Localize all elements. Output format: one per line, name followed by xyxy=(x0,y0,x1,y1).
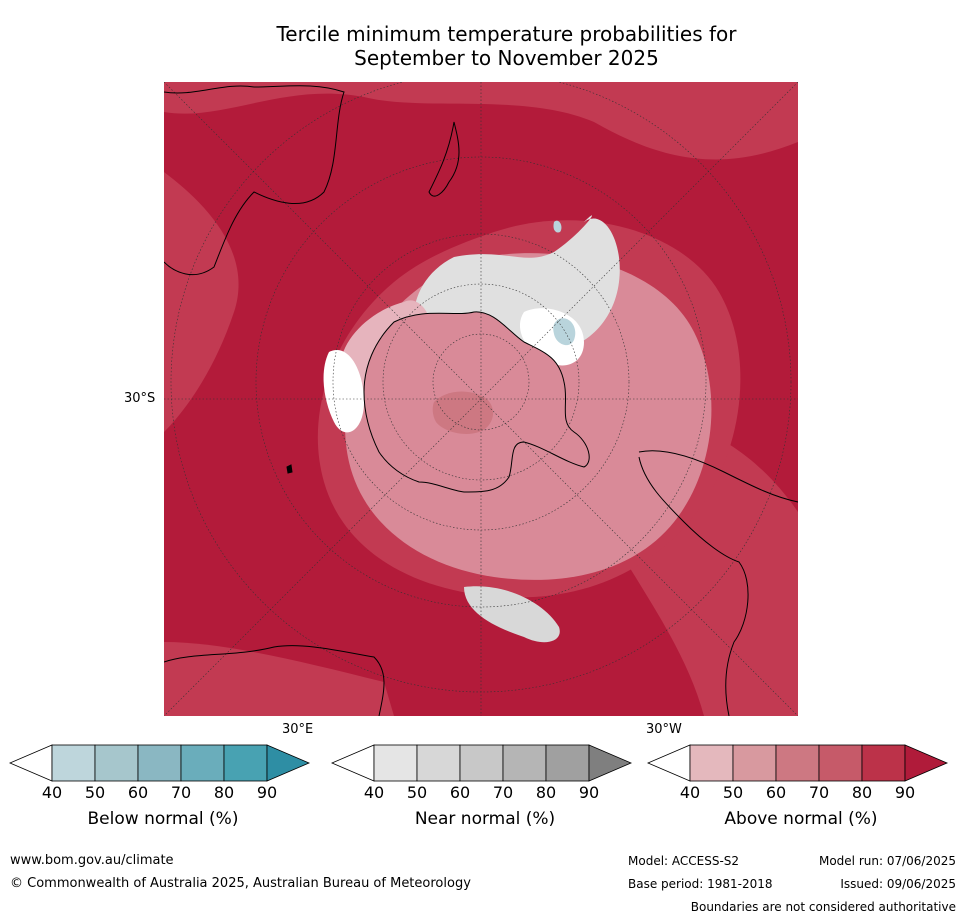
swatch-near-5 xyxy=(545,744,590,782)
swatch-below-3 xyxy=(137,744,182,782)
below-normal-patch xyxy=(553,318,576,346)
africa-coast xyxy=(163,645,385,717)
swatch-below-2 xyxy=(94,744,139,782)
colorbar-above-normal: 40 50 60 70 80 90 Above normal (%) xyxy=(646,743,956,833)
colorbar-near-normal-swatches xyxy=(330,744,633,782)
tick-above-90: 90 xyxy=(894,783,916,802)
map-title: Tercile minimum temperature probabilitie… xyxy=(164,22,849,70)
swatch-near-6 xyxy=(588,744,633,782)
swatch-below-4 xyxy=(180,744,225,782)
swatch-above-5 xyxy=(861,744,906,782)
graticule-ring-2 xyxy=(382,283,580,481)
footer-boundaries-note: Boundaries are not considered authoritat… xyxy=(690,900,956,914)
swatch-near-2 xyxy=(416,744,461,782)
swatch-above-4 xyxy=(818,744,863,782)
zone-west-band xyxy=(164,172,239,432)
below-normal-patch-small xyxy=(553,220,562,233)
footer-model-run: Model run: 07/06/2025 xyxy=(818,854,956,868)
tick-near-70: 70 xyxy=(492,783,514,802)
graticule-ring-4 xyxy=(255,156,707,608)
kerguelen-island xyxy=(286,464,293,474)
tick-below-70: 70 xyxy=(170,783,192,802)
swatch-below-5 xyxy=(223,744,268,782)
tick-below-60: 60 xyxy=(127,783,149,802)
tick-above-60: 60 xyxy=(765,783,787,802)
longitude-label-east: 30°E xyxy=(282,722,314,737)
tick-near-50: 50 xyxy=(406,783,428,802)
tick-below-90: 90 xyxy=(256,783,278,802)
footer-url[interactable]: www.bom.gov.au/climate xyxy=(10,853,174,868)
swatch-near-0 xyxy=(330,744,375,782)
tick-above-80: 80 xyxy=(851,783,873,802)
swatch-near-4 xyxy=(502,744,547,782)
graticule-diag-2 xyxy=(163,81,799,717)
tick-near-90: 90 xyxy=(578,783,600,802)
swatch-above-1 xyxy=(689,744,734,782)
swatch-above-6 xyxy=(904,744,949,782)
tick-above-50: 50 xyxy=(722,783,744,802)
tick-near-60: 60 xyxy=(449,783,471,802)
swatch-near-1 xyxy=(373,744,418,782)
tick-below-50: 50 xyxy=(84,783,106,802)
graticule-ring-1 xyxy=(432,333,530,431)
longitude-label-west: 30°W xyxy=(646,722,682,737)
tick-below-40: 40 xyxy=(41,783,63,802)
swatch-above-2 xyxy=(732,744,777,782)
zone-north-band xyxy=(164,82,798,160)
near-zone-south-atlantic xyxy=(464,586,560,643)
colorbar-near-label: Near normal (%) xyxy=(414,809,556,829)
colorbar-below-normal-swatches xyxy=(8,744,311,782)
title-line-1: Tercile minimum temperature probabilitie… xyxy=(276,22,737,46)
tick-below-80: 80 xyxy=(213,783,235,802)
tick-near-80: 80 xyxy=(535,783,557,802)
probability-map xyxy=(163,71,799,717)
australia-coast xyxy=(163,85,345,276)
colorbar-above-label: Above normal (%) xyxy=(724,809,878,829)
colorbar-above-normal-swatches xyxy=(646,744,949,782)
swatch-below-1 xyxy=(51,744,96,782)
continent-coastlines xyxy=(163,85,799,717)
swatch-above-0 xyxy=(646,744,691,782)
colorbar-below-normal: 40 50 60 70 80 90 Below normal (%) xyxy=(8,743,318,833)
swatch-below-0 xyxy=(8,744,53,782)
swatch-below-6 xyxy=(266,744,311,782)
footer-model: Model: ACCESS-S2 xyxy=(628,854,740,868)
colorbar-near-normal: 40 50 60 70 80 90 Near normal (%) xyxy=(330,743,640,833)
zone-africa xyxy=(164,642,394,716)
latitude-label: 30°S xyxy=(124,391,156,406)
map-canvas xyxy=(163,71,799,717)
title-line-2: September to November 2025 xyxy=(354,46,659,70)
footer-copyright: © Commonwealth of Australia 2025, Austra… xyxy=(10,876,471,891)
tick-above-70: 70 xyxy=(808,783,830,802)
swatch-above-3 xyxy=(775,744,820,782)
colorbar-below-label: Below normal (%) xyxy=(87,809,239,829)
tick-near-40: 40 xyxy=(363,783,385,802)
new-zealand-coast xyxy=(428,121,460,197)
footer-base-period: Base period: 1981-2018 xyxy=(628,877,773,891)
south-america-coast xyxy=(638,450,799,717)
footer-issued: Issued: 09/06/2025 xyxy=(840,877,956,891)
swatch-near-3 xyxy=(459,744,504,782)
tick-above-40: 40 xyxy=(679,783,701,802)
